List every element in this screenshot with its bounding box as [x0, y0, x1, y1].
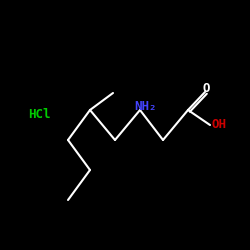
Text: HCl: HCl	[28, 108, 50, 122]
Text: NH₂: NH₂	[134, 100, 156, 114]
Text: OH: OH	[211, 118, 226, 132]
Text: O: O	[202, 82, 210, 94]
